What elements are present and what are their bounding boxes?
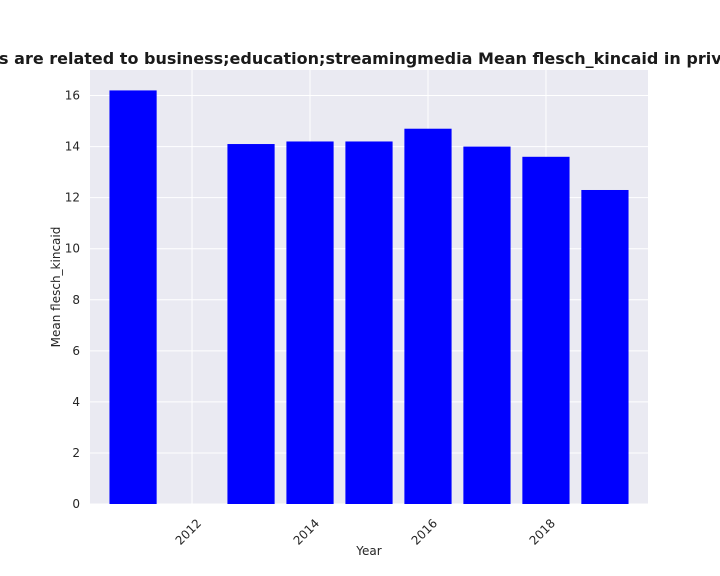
x-tick-label: 2016 [409,516,440,547]
x-tick-label: 2012 [173,516,204,547]
y-tick-label: 12 [65,191,80,205]
x-tick-label: 2014 [291,516,322,547]
y-tick-label: 16 [65,89,80,103]
bar [286,141,334,504]
y-tick-label: 14 [65,140,80,154]
bar [227,144,275,505]
y-axis-label: Mean flesch_kincaid [49,227,63,348]
y-tick-label: 0 [72,497,80,511]
y-tick-label: 2 [72,446,80,460]
y-tick-label: 4 [72,395,80,409]
bar [463,146,511,504]
bar [581,189,629,505]
bar [109,90,157,505]
bar [522,156,570,505]
bar [345,141,393,504]
bars [109,90,629,505]
y-tick-label: 10 [65,242,80,256]
y-axis-ticks: 0 2 4 6 8 10 12 14 16 [65,89,80,511]
x-tick-label: 2018 [527,516,558,547]
chart-title: Categories are related to business;educa… [0,49,720,68]
y-tick-label: 8 [72,293,80,307]
x-axis-ticks: 2012 2014 2016 2018 [173,516,558,547]
x-axis-label: Year [355,544,381,558]
bar [404,128,452,504]
y-tick-label: 6 [72,344,80,358]
